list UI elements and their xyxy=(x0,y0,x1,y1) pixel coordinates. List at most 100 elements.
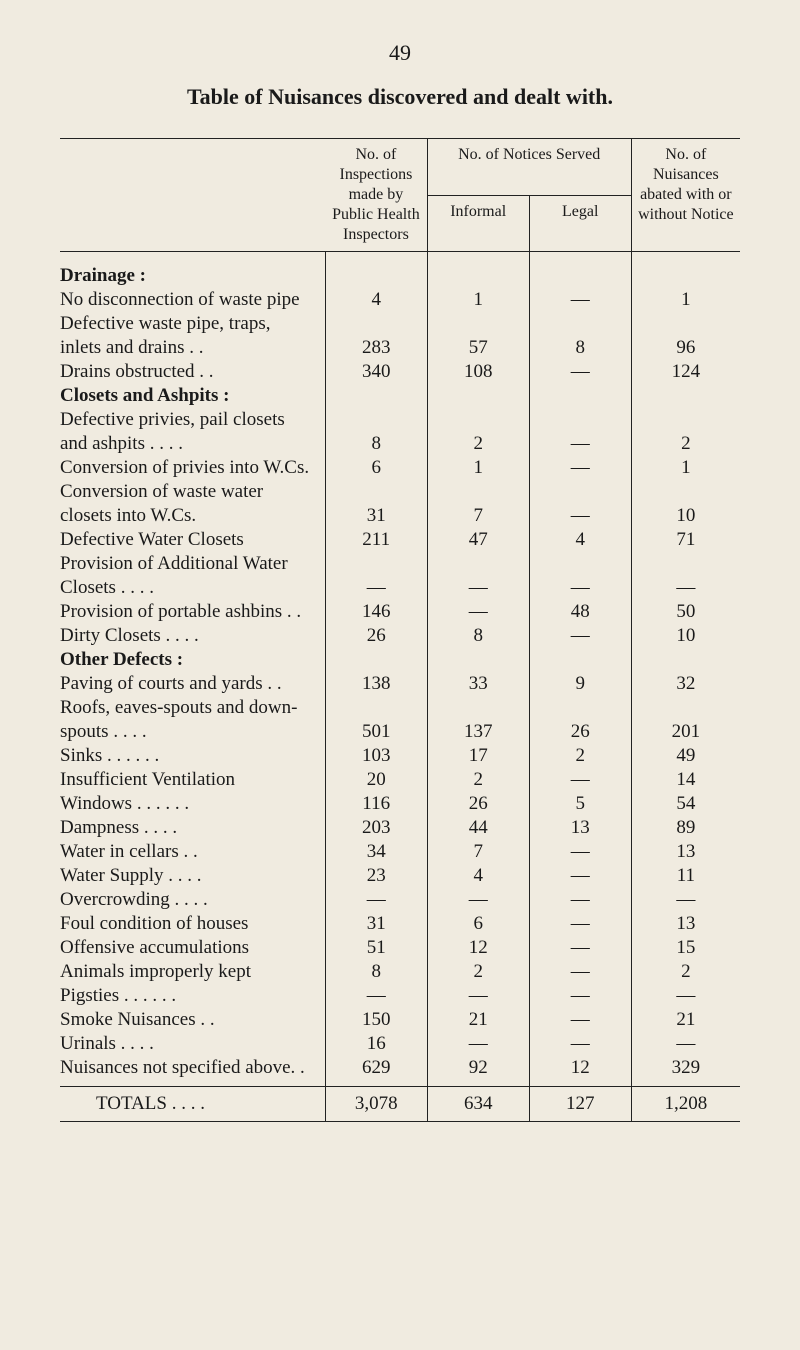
cell-legal: — xyxy=(529,864,631,888)
cell-inspections: 23 xyxy=(325,864,427,888)
cell-legal: 48 xyxy=(529,600,631,624)
cell-nuisances: 2 xyxy=(631,432,740,456)
cell-informal: 7 xyxy=(427,840,529,864)
page-title: Table of Nuisances discovered and dealt … xyxy=(60,84,740,110)
cell-nuisances: 1 xyxy=(631,456,740,480)
cell-legal: 5 xyxy=(529,792,631,816)
cell-legal: 2 xyxy=(529,744,631,768)
cell-legal: — xyxy=(529,936,631,960)
cell-legal: — xyxy=(529,288,631,312)
table-row: Water Supply . . . .234—11 xyxy=(60,864,740,888)
cell-nuisances: 201 xyxy=(631,720,740,744)
cell-inspections: 501 xyxy=(325,720,427,744)
cell-informal: 26 xyxy=(427,792,529,816)
cell-legal: 4 xyxy=(529,528,631,552)
table-row: closets into W.Cs.317—10 xyxy=(60,504,740,528)
row-label: Dirty Closets . . . . xyxy=(60,624,325,648)
cell-legal: 8 xyxy=(529,336,631,360)
row-label: Sinks . . . . . . xyxy=(60,744,325,768)
cell-inspections: 6 xyxy=(325,456,427,480)
col-nuisances: No. of Nuisances abated with or without … xyxy=(631,139,740,252)
section-heading-row: Other Defects : xyxy=(60,648,740,672)
cell-nuisances: 11 xyxy=(631,864,740,888)
cell-inspections: 116 xyxy=(325,792,427,816)
cell-informal: — xyxy=(427,984,529,1008)
cell-informal: 33 xyxy=(427,672,529,696)
col-informal: Informal xyxy=(427,195,529,252)
table-row xyxy=(60,252,740,265)
cell-legal: — xyxy=(529,1008,631,1032)
table-row: Paving of courts and yards . .13833932 xyxy=(60,672,740,696)
cell-inspections: 629 xyxy=(325,1056,427,1080)
row-label: Pigsties . . . . . . xyxy=(60,984,325,1008)
cell-informal: — xyxy=(427,576,529,600)
col-legal: Legal xyxy=(529,195,631,252)
row-label: Drains obstructed . . xyxy=(60,360,325,384)
table-row: Closets . . . .———— xyxy=(60,576,740,600)
cell-nuisances: 10 xyxy=(631,504,740,528)
cell-inspections: 146 xyxy=(325,600,427,624)
table-row: Offensive accumulations5112—15 xyxy=(60,936,740,960)
table-row: Defective privies, pail closets xyxy=(60,408,740,432)
table-row: Provision of Additional Water xyxy=(60,552,740,576)
cell-inspections: 103 xyxy=(325,744,427,768)
cell-inspections: 31 xyxy=(325,504,427,528)
cell-informal: 47 xyxy=(427,528,529,552)
cell-legal: — xyxy=(529,360,631,384)
cell-informal: 4 xyxy=(427,864,529,888)
cell-informal: 44 xyxy=(427,816,529,840)
row-label: Urinals . . . . xyxy=(60,1032,325,1056)
row-label: Water Supply . . . . xyxy=(60,864,325,888)
cell-legal: 13 xyxy=(529,816,631,840)
cell-legal: — xyxy=(529,624,631,648)
cell-inspections: 340 xyxy=(325,360,427,384)
table-row: Smoke Nuisances . .15021—21 xyxy=(60,1008,740,1032)
table-row: Sinks . . . . . .10317249 xyxy=(60,744,740,768)
cell-legal: 26 xyxy=(529,720,631,744)
cell-inspections: 51 xyxy=(325,936,427,960)
cell-nuisances: 1 xyxy=(631,288,740,312)
cell-informal: 92 xyxy=(427,1056,529,1080)
table-row: Urinals . . . .16——— xyxy=(60,1032,740,1056)
table-row: Water in cellars . .347—13 xyxy=(60,840,740,864)
totals-label: TOTALS . . . . xyxy=(60,1087,325,1122)
nuisances-table: No. of Inspections made by Public Health… xyxy=(60,138,740,1122)
table-row: spouts . . . .50113726201 xyxy=(60,720,740,744)
cell-nuisances: 21 xyxy=(631,1008,740,1032)
cell-legal: — xyxy=(529,888,631,912)
totals-nuisances: 1,208 xyxy=(631,1087,740,1122)
row-label: Conversion of waste water xyxy=(60,480,325,504)
row-label: Water in cellars . . xyxy=(60,840,325,864)
section-heading-row: Closets and Ashpits : xyxy=(60,384,740,408)
row-label: Nuisances not specified above. . xyxy=(60,1056,325,1080)
cell-legal: — xyxy=(529,456,631,480)
table-row: Foul condition of houses316—13 xyxy=(60,912,740,936)
cell-nuisances: 54 xyxy=(631,792,740,816)
cell-nuisances: 124 xyxy=(631,360,740,384)
cell-legal: 9 xyxy=(529,672,631,696)
cell-nuisances: 15 xyxy=(631,936,740,960)
row-label: No disconnection of waste pipe xyxy=(60,288,325,312)
cell-inspections: — xyxy=(325,888,427,912)
cell-inspections: 150 xyxy=(325,1008,427,1032)
cell-inspections: 20 xyxy=(325,768,427,792)
cell-inspections: 8 xyxy=(325,960,427,984)
cell-legal: — xyxy=(529,984,631,1008)
cell-legal: — xyxy=(529,840,631,864)
cell-legal: — xyxy=(529,912,631,936)
cell-nuisances: 96 xyxy=(631,336,740,360)
row-label: spouts . . . . xyxy=(60,720,325,744)
section-heading: Other Defects : xyxy=(60,648,325,672)
row-label: Defective Water Closets xyxy=(60,528,325,552)
table-row: Roofs, eaves-spouts and down- xyxy=(60,696,740,720)
cell-inspections: 16 xyxy=(325,1032,427,1056)
cell-nuisances: 13 xyxy=(631,912,740,936)
totals-legal: 127 xyxy=(529,1087,631,1122)
col-notices: No. of Notices Served xyxy=(427,139,631,196)
row-label: closets into W.Cs. xyxy=(60,504,325,528)
row-label: Foul condition of houses xyxy=(60,912,325,936)
cell-informal: 2 xyxy=(427,432,529,456)
table-row: Conversion of privies into W.Cs.61—1 xyxy=(60,456,740,480)
table-row: Defective waste pipe, traps, xyxy=(60,312,740,336)
cell-nuisances: 13 xyxy=(631,840,740,864)
